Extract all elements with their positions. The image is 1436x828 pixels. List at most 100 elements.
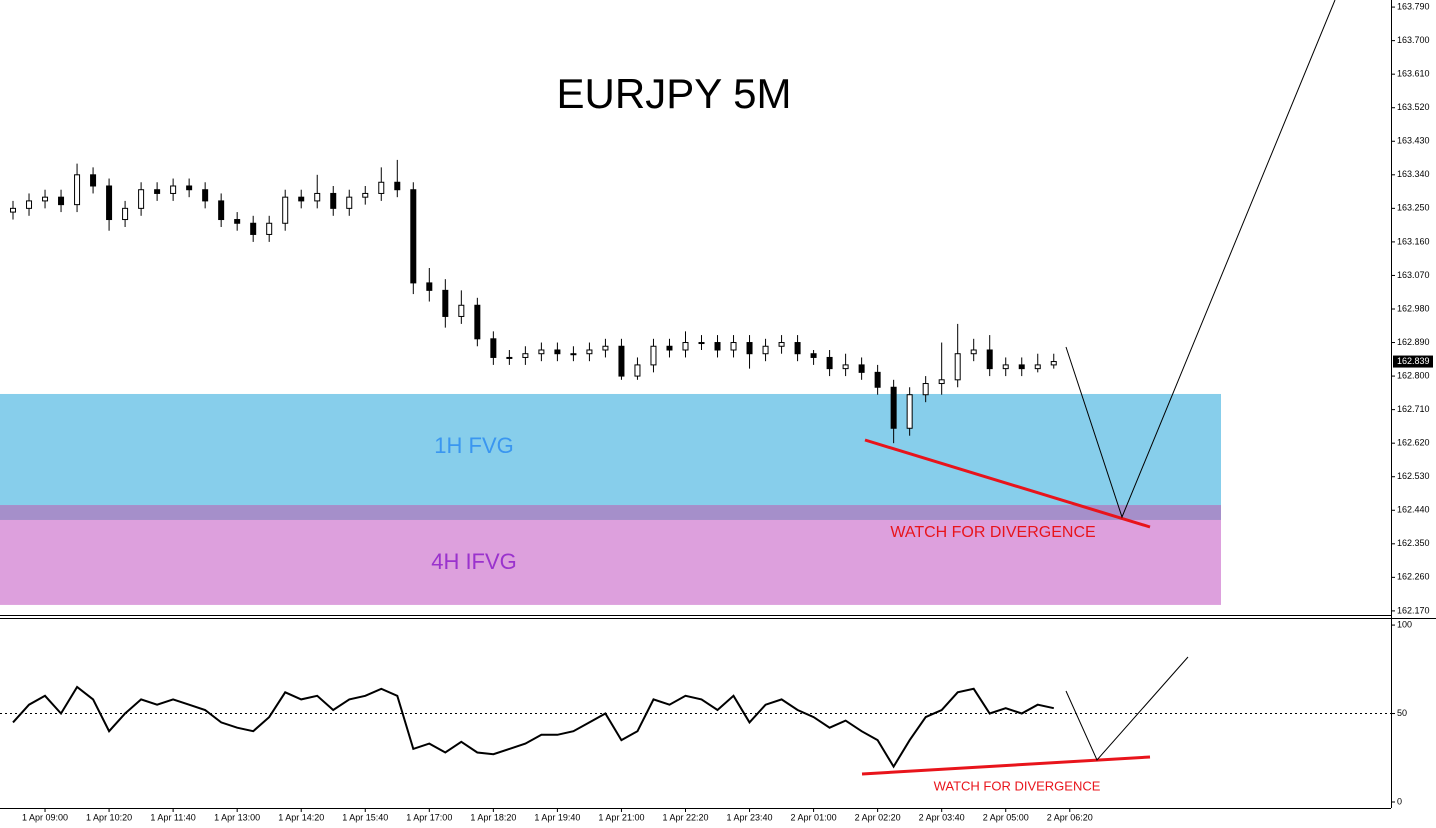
candle-body	[234, 219, 241, 224]
candle-body	[42, 196, 49, 202]
candle-body	[314, 192, 321, 202]
candle-body	[810, 353, 817, 358]
candle-body	[986, 349, 993, 370]
candle-body	[410, 189, 417, 284]
candle-body	[490, 338, 497, 358]
y-tick-label: 162.260	[1397, 572, 1430, 582]
candle-body	[186, 185, 193, 191]
x-tick-label: 1 Apr 17:00	[406, 812, 452, 822]
candle-body	[970, 349, 977, 355]
candle-body	[698, 342, 705, 345]
candle-body	[266, 222, 273, 235]
x-tick-label: 1 Apr 10:20	[86, 812, 132, 822]
candle-body	[330, 192, 337, 209]
candle-body	[554, 349, 561, 355]
candle-body	[506, 356, 513, 359]
candle-body	[1002, 364, 1009, 370]
candle-body	[682, 342, 689, 351]
candle-body	[730, 342, 737, 351]
candle-body	[650, 345, 657, 366]
y-tick-label: 162.350	[1397, 538, 1430, 548]
divergence-line	[864, 438, 1151, 529]
y-tick-label: 162.710	[1397, 404, 1430, 414]
annotation: WATCH FOR DIVERGENCE	[934, 778, 1101, 793]
candle-body	[826, 356, 833, 370]
candle-body	[218, 200, 225, 221]
candle-body	[474, 304, 481, 340]
y-tick-label: 100	[1397, 619, 1412, 629]
candle-body	[394, 181, 401, 191]
candle-body	[10, 207, 17, 213]
y-tick-label: 163.160	[1397, 236, 1430, 246]
candle-body	[426, 282, 433, 291]
candle-body	[858, 364, 865, 373]
y-tick-label: 162.440	[1397, 505, 1430, 515]
candle-body	[250, 222, 257, 235]
candle-body	[298, 196, 305, 202]
x-tick-label: 2 Apr 03:40	[919, 812, 965, 822]
candle-body	[1050, 361, 1057, 366]
projection-path	[1065, 0, 1336, 519]
candle-body	[458, 304, 465, 317]
x-tick-label: 2 Apr 01:00	[791, 812, 837, 822]
projection-path	[1065, 656, 1189, 761]
candle-body	[778, 342, 785, 347]
zones	[0, 393, 1221, 605]
y-tick-label: 0	[1397, 796, 1402, 806]
candle-body	[442, 289, 449, 317]
candle-body	[602, 345, 609, 351]
candle-body	[282, 196, 289, 224]
candle-body	[26, 200, 33, 209]
zone-overlap	[0, 505, 1221, 520]
line-series	[12, 685, 1055, 769]
candle-body	[890, 386, 897, 429]
candle-body	[746, 342, 753, 355]
zone	[0, 505, 1221, 605]
y-tick-label: 163.700	[1397, 35, 1430, 45]
x-tick-label: 2 Apr 06:20	[1047, 812, 1093, 822]
y-tick-label: 162.170	[1397, 605, 1430, 615]
divergence-line	[861, 755, 1151, 776]
y-tick-label: 163.520	[1397, 102, 1430, 112]
candle-body	[170, 185, 177, 194]
y-tick-label: 163.250	[1397, 203, 1430, 213]
zone	[0, 393, 1221, 520]
candle-body	[906, 394, 913, 429]
candle-body	[666, 345, 673, 351]
price-tag	[1393, 355, 1433, 368]
y-tick-label: 162.620	[1397, 438, 1430, 448]
y-tick-label: 163.790	[1397, 1, 1430, 11]
candle-body	[922, 383, 929, 396]
y-tick-label: 50	[1397, 708, 1407, 718]
candle-body	[586, 349, 593, 355]
candle-body	[938, 379, 945, 385]
candle-body	[138, 189, 145, 209]
x-tick-label: 1 Apr 09:00	[22, 812, 68, 822]
y-tick-label: 162.980	[1397, 303, 1430, 313]
candle-body	[1018, 364, 1025, 370]
candle-body	[538, 349, 545, 355]
marks	[10, 159, 1057, 769]
candle-body	[378, 181, 385, 194]
x-tick-label: 1 Apr 18:20	[470, 812, 516, 822]
candle-body	[122, 207, 129, 221]
candle-body	[202, 189, 209, 202]
candle-body	[362, 192, 369, 198]
x-tick-label: 2 Apr 02:20	[855, 812, 901, 822]
candle-body	[762, 345, 769, 355]
x-tick-label: 1 Apr 19:40	[534, 812, 580, 822]
candle-body	[634, 364, 641, 377]
x-tick-label: 1 Apr 11:40	[150, 812, 195, 822]
candle-body	[618, 345, 625, 377]
y-tick-label: 163.340	[1397, 169, 1430, 179]
annotation: WATCH FOR DIVERGENCE	[890, 524, 1095, 541]
candle-body	[954, 353, 961, 381]
candle-body	[570, 353, 577, 356]
y-tick-label: 162.530	[1397, 471, 1430, 481]
zone-label: 1H FVG	[434, 433, 513, 458]
candle-body	[346, 196, 353, 209]
candle-body	[714, 342, 721, 351]
candle-body	[1034, 364, 1041, 370]
price-tag-label: 162.839	[1397, 356, 1430, 366]
